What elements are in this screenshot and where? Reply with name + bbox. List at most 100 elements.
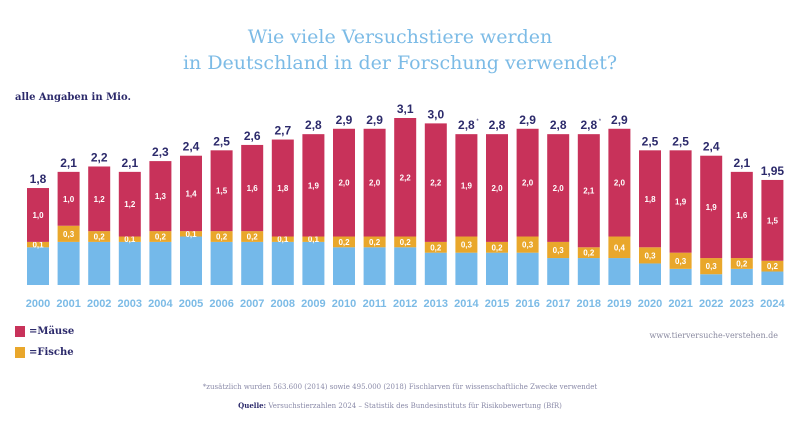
segment-label-fische-2016: 0,3: [522, 241, 534, 250]
bar-segment-andere-2015: [486, 252, 508, 285]
segment-label-maeuse-2000: 1,0: [32, 211, 44, 220]
bar-segment-fische-2008: [271, 236, 294, 242]
total-label-2023: 2,1: [733, 156, 750, 170]
bar-segment-maeuse-2017: [547, 134, 570, 242]
footnote-marker-2014: *: [476, 119, 479, 125]
total-label-2013: 3,0: [427, 107, 444, 121]
year-label-2014: 2014: [454, 298, 479, 310]
segment-label-fische-2023: 0,2: [736, 259, 748, 268]
segment-label-fische-2018: 0,2: [583, 249, 595, 258]
total-label-2021: 2,5: [672, 134, 689, 148]
source-label: Quelle:: [238, 401, 267, 410]
bar-segment-andere-2017: [547, 258, 570, 285]
bar-segment-fische-2024: [761, 260, 784, 272]
segment-label-fische-2001: 0,3: [63, 230, 75, 239]
bar-segment-maeuse-2001: [57, 171, 80, 226]
source-text: Versuchstierzahlen 2024 – Statistik des …: [266, 402, 562, 410]
year-label-2007: 2007: [240, 298, 264, 310]
bar-segment-maeuse-2020: [639, 150, 661, 248]
total-label-2003: 2,1: [121, 156, 138, 170]
bar-segment-maeuse-2013: [424, 123, 447, 242]
segment-label-maeuse-2018: 2,1: [583, 187, 595, 196]
year-label-2001: 2001: [56, 298, 80, 310]
year-label-2021: 2021: [668, 298, 692, 310]
segment-label-maeuse-2002: 1,2: [94, 195, 106, 204]
total-label-2009: 2,8: [305, 118, 322, 132]
segment-label-fische-2011: 0,2: [369, 238, 381, 247]
bar-segment-maeuse-2018: [577, 134, 600, 248]
legend-swatch-fische: [15, 347, 25, 358]
bar-segment-andere-2023: [730, 268, 753, 285]
legend-item-maeuse: =Mäuse: [15, 326, 74, 337]
segment-label-maeuse-2022: 1,9: [706, 203, 718, 212]
segment-label-fische-2002: 0,2: [94, 233, 106, 242]
segment-label-maeuse-2010: 2,0: [338, 179, 350, 188]
segment-label-maeuse-2005: 1,4: [185, 189, 197, 198]
bar-segment-maeuse-2000: [27, 188, 49, 242]
bar-segment-andere-2020: [639, 263, 661, 285]
segment-label-maeuse-2013: 2,2: [430, 179, 442, 188]
bar-segment-andere-2008: [271, 241, 294, 285]
bar-segment-andere-2024: [761, 271, 784, 285]
bar-segment-andere-2009: [302, 241, 325, 285]
bar-segment-andere-2007: [241, 241, 264, 285]
bar-segment-andere-2013: [424, 252, 447, 285]
bar-segment-fische-2019: [608, 236, 631, 259]
bar-segment-maeuse-2009: [302, 134, 325, 237]
bar-segment-maeuse-2006: [210, 150, 233, 232]
bar-segment-maeuse-2010: [333, 128, 355, 237]
bar-segment-fische-2023: [730, 258, 753, 269]
year-label-2013: 2013: [424, 298, 448, 310]
total-label-2014: 2,8: [458, 118, 475, 132]
total-label-2006: 2,5: [213, 134, 230, 148]
segment-label-maeuse-2004: 1,3: [155, 192, 167, 201]
segment-label-fische-2014: 0,3: [461, 241, 473, 250]
bar-segment-fische-2013: [424, 241, 447, 253]
website-link[interactable]: www.tierversuche-verstehen.de: [649, 331, 778, 340]
bar-segment-maeuse-2012: [394, 118, 417, 237]
total-label-2004: 2,3: [152, 145, 169, 159]
chart-title-line-1: Wie viele Versuchstiere werden: [247, 26, 553, 48]
year-label-2008: 2008: [271, 298, 295, 310]
bar-segment-maeuse-2002: [88, 166, 111, 232]
segment-label-maeuse-2006: 1,5: [216, 187, 228, 196]
segment-label-fische-2003: 0,1: [124, 235, 136, 244]
bar-segment-andere-2010: [333, 247, 355, 285]
year-label-2006: 2006: [209, 298, 233, 310]
bar-segment-andere-2012: [394, 247, 417, 285]
year-label-2018: 2018: [577, 298, 601, 310]
segment-label-fische-2022: 0,3: [706, 262, 718, 271]
year-label-2015: 2015: [485, 298, 509, 310]
bar-segment-andere-2021: [669, 268, 692, 285]
segment-label-maeuse-2020: 1,8: [644, 195, 656, 204]
bar-segment-maeuse-2021: [669, 150, 692, 253]
year-label-2002: 2002: [87, 298, 111, 310]
total-label-2020: 2,5: [642, 134, 659, 148]
bar-segment-maeuse-2024: [761, 179, 784, 261]
bar-segment-fische-2003: [118, 236, 141, 242]
bar-segment-maeuse-2004: [149, 161, 172, 232]
total-label-2000: 1,8: [30, 172, 47, 186]
total-label-2011: 2,9: [366, 113, 383, 127]
bar-segment-andere-2014: [455, 252, 478, 285]
year-label-2003: 2003: [118, 298, 142, 310]
bar-segment-fische-2017: [547, 241, 570, 259]
segment-label-fische-2009: 0,1: [308, 235, 320, 244]
segment-label-fische-2012: 0,2: [400, 238, 412, 247]
year-label-2017: 2017: [546, 298, 570, 310]
segment-label-fische-2013: 0,2: [430, 243, 442, 252]
segment-label-fische-2004: 0,2: [155, 233, 167, 242]
chart-title: Wie viele Versuchstiere werden in Deutsc…: [0, 24, 800, 76]
total-label-2007: 2,6: [244, 129, 261, 143]
bar-segment-maeuse-2014: [455, 134, 478, 237]
bar-segment-andere-2011: [363, 247, 386, 285]
legend-item-fische: =Fische: [15, 347, 74, 358]
bar-segment-andere-2022: [700, 274, 723, 285]
source-note: Quelle: Versuchstierzahlen 2024 – Statis…: [0, 401, 800, 410]
bar-segment-andere-2002: [88, 241, 111, 285]
bar-segment-fische-2014: [455, 236, 478, 253]
bar-segment-fische-2022: [700, 258, 723, 275]
bar-segment-maeuse-2008: [271, 139, 294, 237]
segment-label-maeuse-2003: 1,2: [124, 200, 136, 209]
year-label-2011: 2011: [363, 298, 387, 310]
